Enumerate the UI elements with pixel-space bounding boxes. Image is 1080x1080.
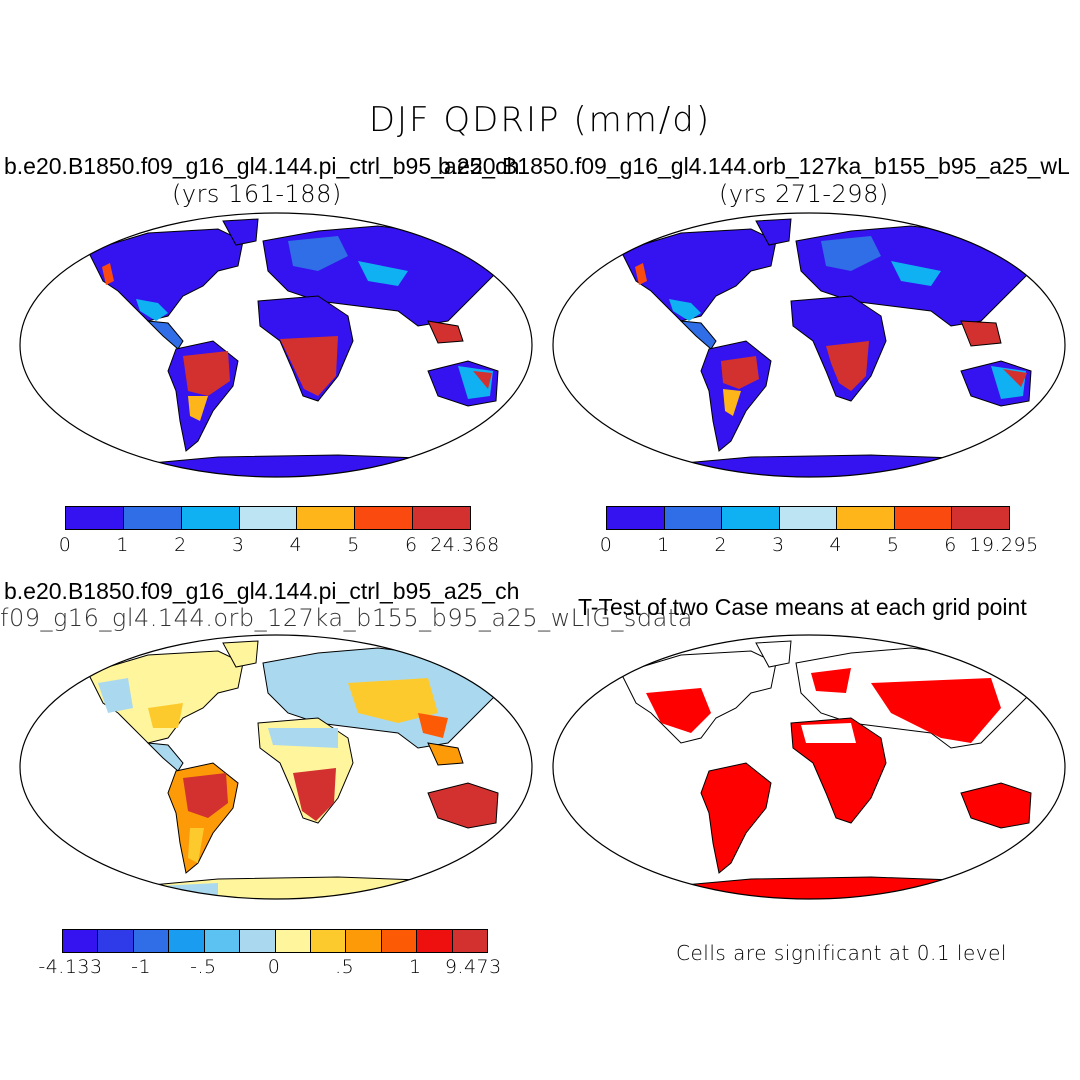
panel-1-title: b.e20.B1850.f09_g16_gl4.144.pi_ctrl_b95_…	[4, 153, 520, 179]
panel-2-map	[552, 212, 1066, 478]
panel-2-subtitle: (yrs 271-298)	[719, 180, 889, 208]
panel-1-map	[19, 212, 533, 478]
panel-3-title: b.e20.B1850.f09_g16_gl4.144.pi_ctrl_b95_…	[4, 578, 520, 604]
colorbar-swatch	[239, 507, 298, 529]
colorbar-tick-label: 4	[289, 534, 303, 556]
colorbar-swatch	[664, 507, 723, 529]
colorbar-tick-label: -1	[131, 956, 152, 978]
panel-3-map	[19, 634, 533, 900]
colorbar-tick-label: 19.295	[969, 534, 1039, 556]
colorbar-tick-label: 24.368	[430, 534, 500, 556]
colorbar-tick-label: 5	[347, 534, 360, 556]
panel-3-colorbar	[62, 929, 488, 953]
colorbar-swatch	[310, 930, 347, 952]
colorbar-tick-label: 3	[231, 534, 245, 556]
colorbar-swatch	[413, 507, 471, 529]
colorbar-tick-label: 2	[174, 534, 187, 556]
colorbar-tick-label: 6	[944, 534, 957, 556]
panel-1-subtitle: (yrs 161-188)	[172, 180, 342, 208]
colorbar-tick-label: 5	[886, 534, 900, 556]
colorbar-swatch	[169, 930, 205, 952]
colorbar-tick-label: 4	[829, 534, 842, 556]
colorbar-swatch	[240, 930, 276, 952]
colorbar-tick-label: 0	[267, 956, 281, 978]
colorbar-swatch	[63, 930, 99, 952]
colorbar-tick-label: 9.473	[444, 956, 502, 978]
colorbar-tick-label: 0	[58, 534, 72, 556]
colorbar-swatch	[894, 507, 953, 529]
colorbar-tick-label: -4.133	[38, 956, 103, 978]
colorbar-swatch	[607, 507, 665, 529]
colorbar-swatch	[722, 507, 780, 529]
colorbar-swatch	[297, 507, 356, 529]
colorbar-swatch	[133, 930, 170, 952]
panel-2-title: b.e20.B1850.f09_g16_gl4.144.orb_127ka_b1…	[438, 153, 1070, 179]
panel-1-colorbar	[65, 506, 471, 530]
colorbar-swatch	[355, 507, 414, 529]
significance-note: Cells are significant at 0.1 level	[676, 941, 1007, 965]
colorbar-tick-label: 2	[714, 534, 728, 556]
colorbar-tick-label: 1	[116, 534, 129, 556]
panel-3-subtitle: f09_g16_gl4.144.orb_127ka_b155_b95_a25_w…	[0, 604, 693, 632]
panel-4-title: T-Test of two Case means at each grid po…	[578, 594, 1027, 620]
colorbar-swatch	[837, 507, 895, 529]
colorbar-tick-label: 1	[657, 534, 670, 556]
panel-4-map	[552, 634, 1066, 900]
panel-2-colorbar	[606, 506, 1010, 530]
colorbar-swatch	[452, 930, 488, 952]
colorbar-swatch	[779, 507, 838, 529]
colorbar-swatch	[952, 507, 1010, 529]
colorbar-swatch	[181, 507, 240, 529]
colorbar-tick-label: 1	[409, 956, 422, 978]
colorbar-tick-label: 0	[599, 534, 613, 556]
colorbar-swatch	[123, 507, 182, 529]
colorbar-swatch	[204, 930, 241, 952]
figure-title: DJF QDRIP (mm/d)	[368, 100, 712, 140]
colorbar-tick-label: -.5	[190, 956, 217, 978]
colorbar-tick-label: 3	[771, 534, 785, 556]
colorbar-swatch	[417, 930, 453, 952]
colorbar-swatch	[275, 930, 311, 952]
colorbar-tick-label: 6	[404, 534, 418, 556]
colorbar-swatch	[66, 507, 124, 529]
colorbar-tick-label: .5	[335, 956, 355, 978]
colorbar-swatch	[381, 930, 418, 952]
colorbar-swatch	[98, 930, 134, 952]
colorbar-swatch	[346, 930, 382, 952]
